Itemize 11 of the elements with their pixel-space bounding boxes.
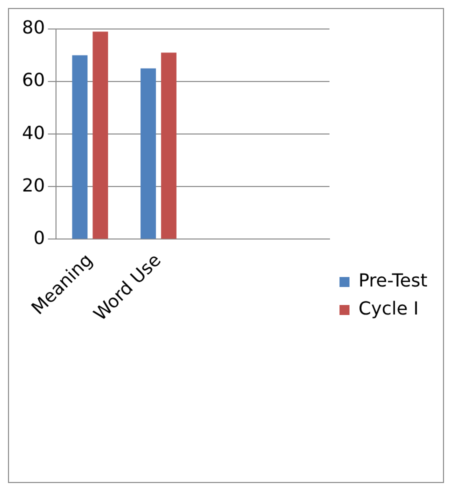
y-tick-label: 20 xyxy=(22,175,45,196)
y-tick-label: 40 xyxy=(22,122,45,144)
bar xyxy=(161,52,176,239)
y-tick-label: 80 xyxy=(22,18,45,39)
y-tick-label: 0 xyxy=(33,228,45,249)
legend-label: Cycle I xyxy=(358,298,419,320)
y-tick-label: 60 xyxy=(22,70,45,92)
legend-label: Pre-Test xyxy=(358,270,428,292)
bar xyxy=(92,32,108,239)
bar xyxy=(72,55,88,239)
bar xyxy=(140,68,156,239)
